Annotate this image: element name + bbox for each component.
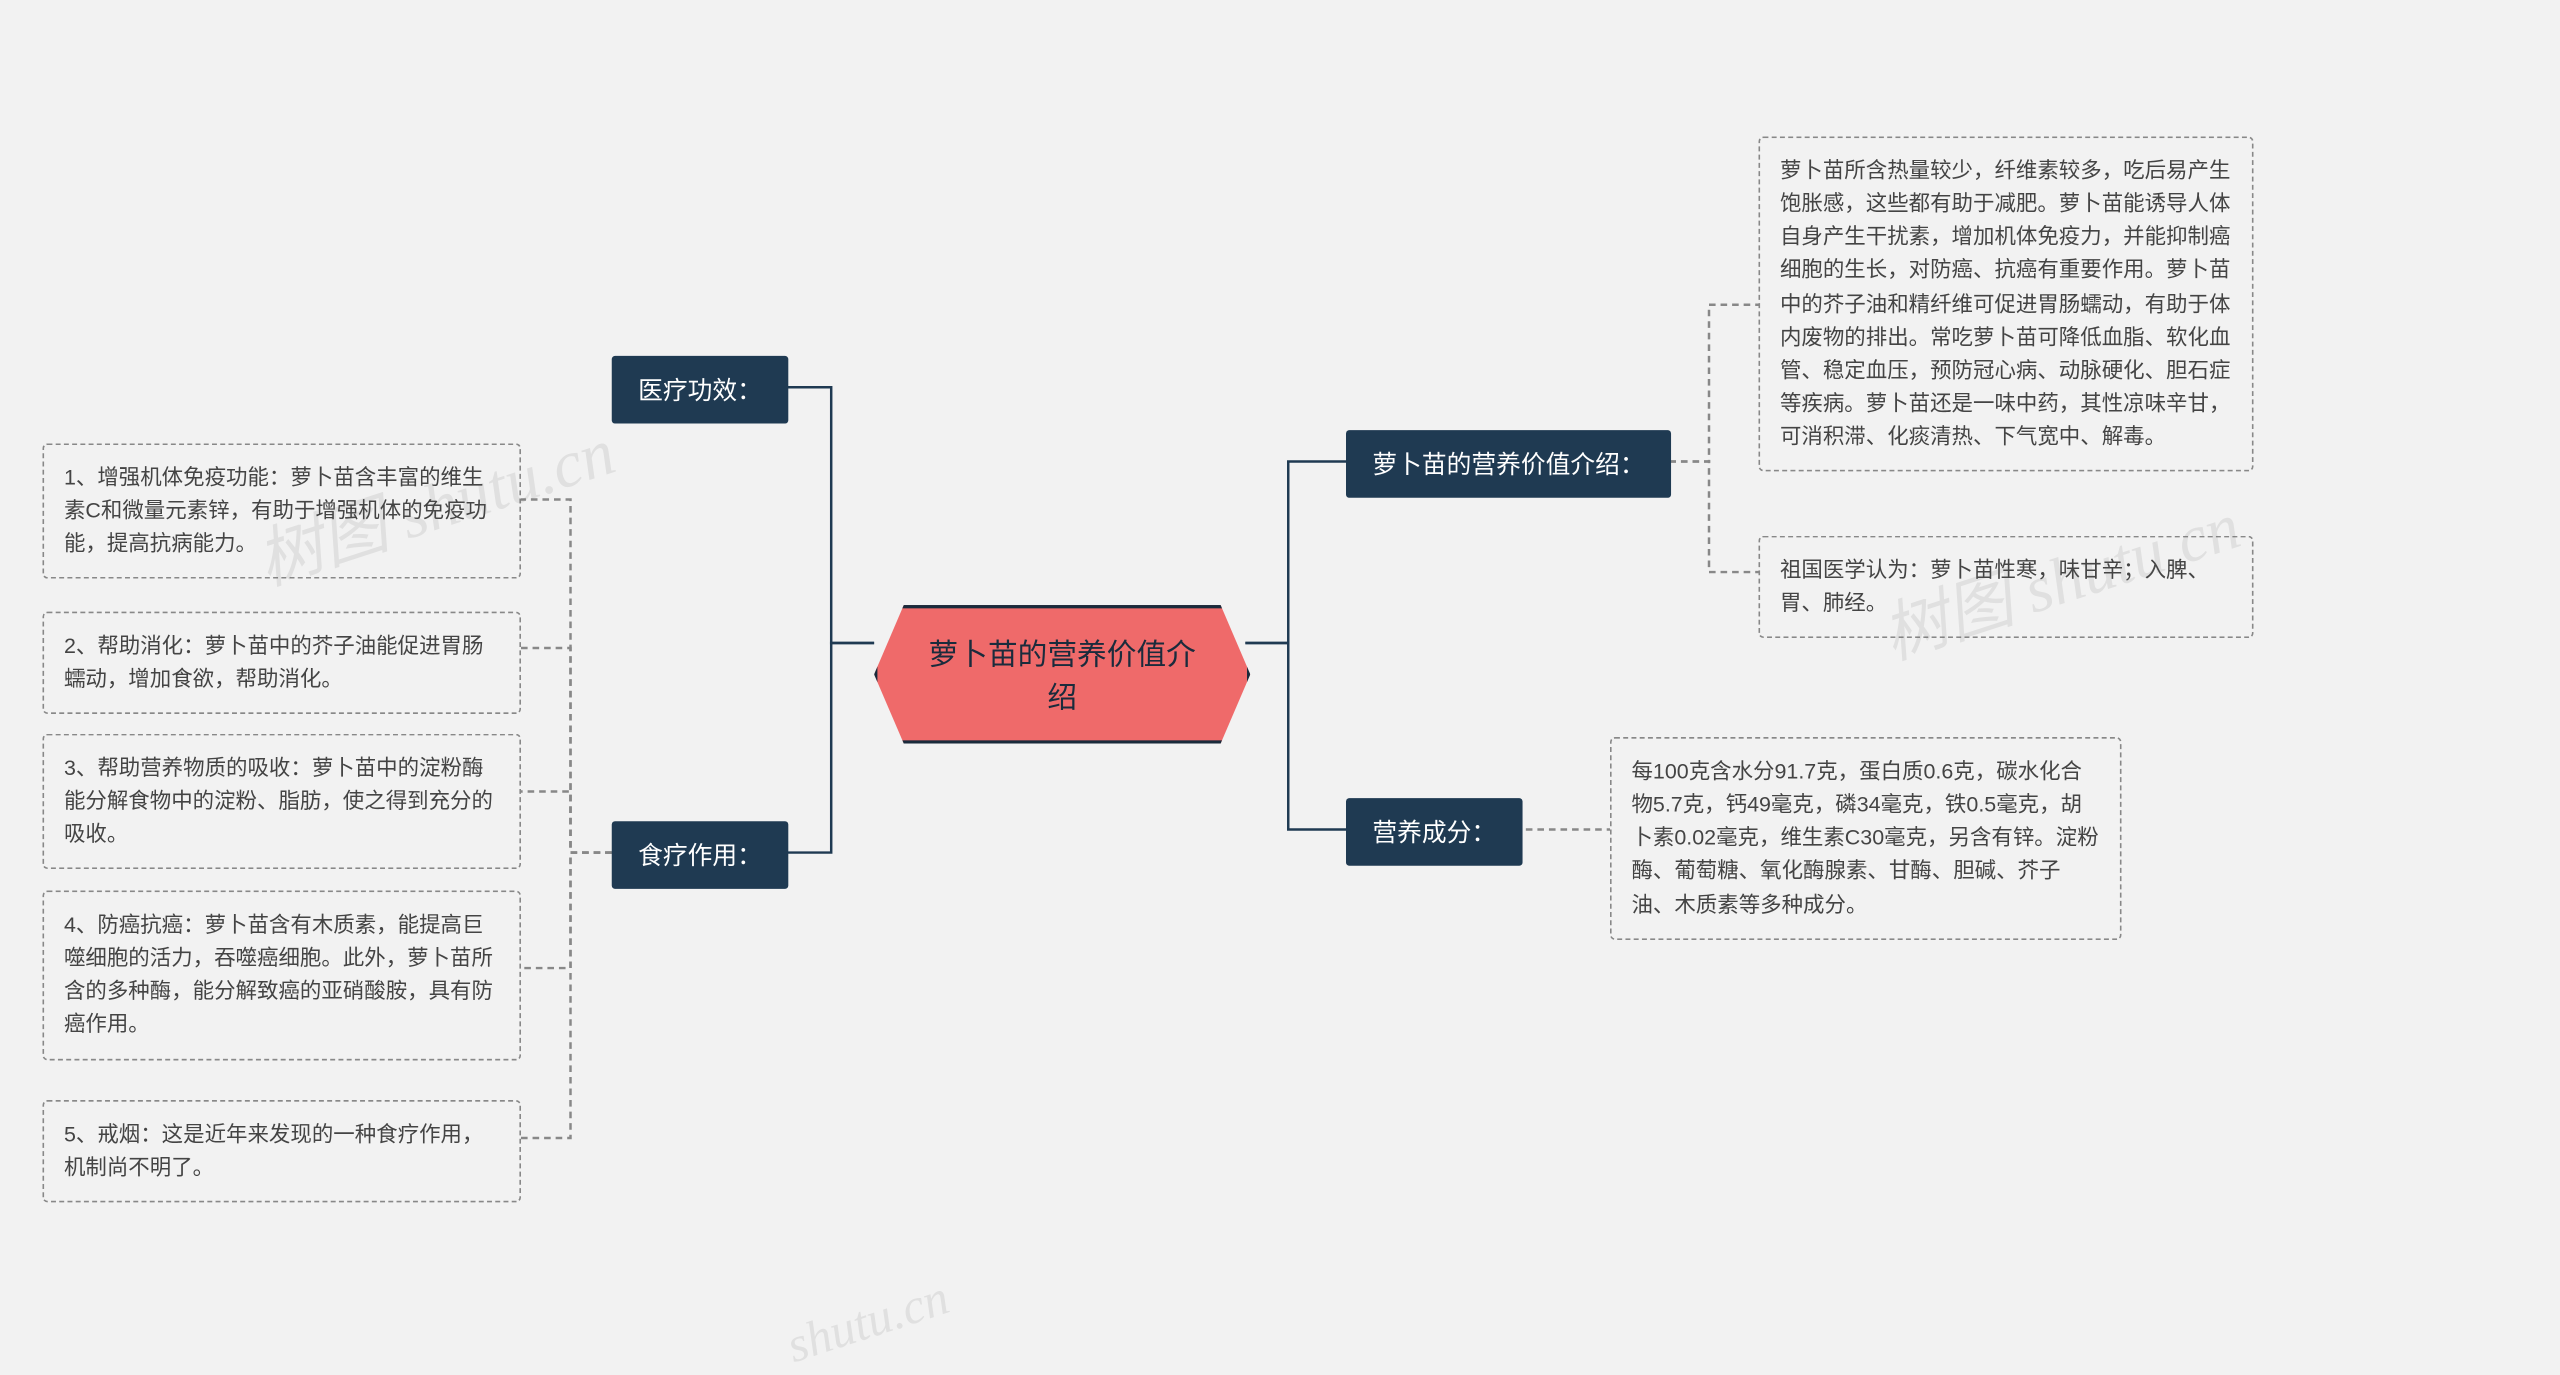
leaf-text: 4、防癌抗癌：萝卜苗含有木质素，能提高巨噬细胞的活力，吞噬癌细胞。此外，萝卜苗所… [64, 912, 493, 1036]
leaf-text: 3、帮助营养物质的吸收：萝卜苗中的淀粉酶能分解食物中的淀粉、脂肪，使之得到充分的… [64, 755, 493, 846]
branch-label: 萝卜苗的营养价值介绍： [1372, 452, 1644, 480]
branch-nutrition-intro[interactable]: 萝卜苗的营养价值介绍： [1346, 430, 1671, 498]
leaf-text: 祖国医学认为：萝卜苗性寒，味甘辛；入脾、胃、肺经。 [1780, 557, 2209, 615]
root-label: 萝卜苗的营养价值介绍 [929, 638, 1196, 714]
leaf-nutrition-intro-1[interactable]: 萝卜苗所含热量较少，纤维素较多，吃后易产生饱胀感，这些都有助于减肥。萝卜苗能诱导… [1759, 136, 2254, 471]
leaf-diet-3[interactable]: 3、帮助营养物质的吸收：萝卜苗中的淀粉酶能分解食物中的淀粉、脂肪，使之得到充分的… [43, 734, 522, 870]
leaf-text: 2、帮助消化：萝卜苗中的芥子油能促进胃肠蠕动，增加食欲，帮助消化。 [64, 633, 483, 691]
leaf-text: 5、戒烟：这是近年来发现的一种食疗作用，机制尚不明了。 [64, 1121, 483, 1179]
leaf-text: 每100克含水分91.7克，蛋白质0.6克，碳水化合物5.7克，钙49毫克，磷3… [1631, 759, 2098, 917]
mindmap-canvas: 萝卜苗的营养价值介绍 萝卜苗的营养价值介绍： 萝卜苗所含热量较少，纤维素较多，吃… [10, 24, 2551, 1328]
leaf-nutrition-components-1[interactable]: 每100克含水分91.7克，蛋白质0.6克，碳水化合物5.7克，钙49毫克，磷3… [1610, 737, 2122, 939]
leaf-text: 1、增强机体免疫功能：萝卜苗含丰富的维生素C和微量元素锌，有助于增强机体的免疫功… [64, 465, 487, 556]
leaf-diet-5[interactable]: 5、戒烟：这是近年来发现的一种食疗作用，机制尚不明了。 [43, 1100, 522, 1203]
branch-nutrition-components[interactable]: 营养成分： [1346, 798, 1523, 866]
leaf-diet-4[interactable]: 4、防癌抗癌：萝卜苗含有木质素，能提高巨噬细胞的活力，吞噬癌细胞。此外，萝卜苗所… [43, 891, 522, 1060]
branch-label: 食疗作用： [638, 843, 762, 871]
watermark: shutu.cn [780, 1270, 956, 1375]
branch-diet-effect[interactable]: 食疗作用： [612, 821, 789, 889]
leaf-nutrition-intro-2[interactable]: 祖国医学认为：萝卜苗性寒，味甘辛；入脾、胃、肺经。 [1759, 536, 2254, 639]
leaf-diet-2[interactable]: 2、帮助消化：萝卜苗中的芥子油能促进胃肠蠕动，增加食欲，帮助消化。 [43, 612, 522, 715]
leaf-text: 萝卜苗所含热量较少，纤维素较多，吃后易产生饱胀感，这些都有助于减肥。萝卜苗能诱导… [1780, 158, 2230, 449]
branch-label: 营养成分： [1372, 820, 1496, 848]
leaf-diet-1[interactable]: 1、增强机体免疫功能：萝卜苗含丰富的维生素C和微量元素锌，有助于增强机体的免疫功… [43, 443, 522, 579]
branch-label: 医疗功效： [638, 377, 762, 405]
branch-medical-effect[interactable]: 医疗功效： [612, 356, 789, 424]
root-node[interactable]: 萝卜苗的营养价值介绍 [874, 605, 1250, 744]
